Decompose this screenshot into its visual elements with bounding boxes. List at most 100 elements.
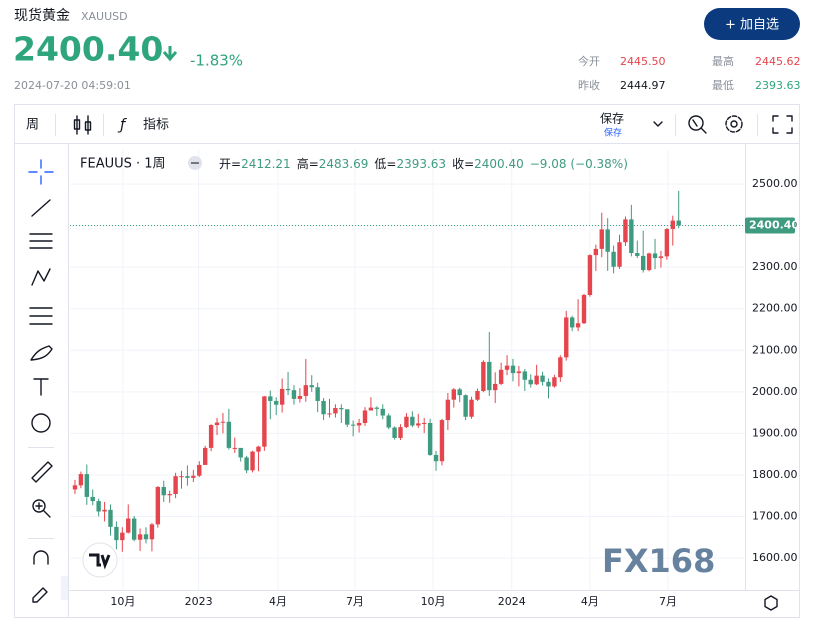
stat-label: 最低 xyxy=(712,79,734,92)
indicators[interactable]: 指标 xyxy=(143,118,169,133)
stat-value: 2445.62 xyxy=(755,55,801,68)
candle-body xyxy=(362,410,368,423)
fx-icon[interactable]: ƒ xyxy=(117,116,127,134)
candle-body xyxy=(676,220,681,226)
candle-body xyxy=(327,413,332,415)
tv-logo xyxy=(82,542,118,578)
candle-body xyxy=(173,476,178,495)
candle-body xyxy=(268,396,273,401)
title: 现货黄金 xyxy=(14,7,70,24)
candle-body xyxy=(439,420,445,462)
candle-body xyxy=(640,255,646,271)
axis-settings[interactable] xyxy=(764,595,778,611)
brush-tool[interactable] xyxy=(30,345,53,361)
candle-body xyxy=(504,365,510,370)
candle-body xyxy=(599,229,604,249)
candle-body xyxy=(646,253,652,271)
legend-title: FEAUUS · 1周 xyxy=(80,157,166,172)
candle-body xyxy=(315,387,320,401)
interval[interactable]: 周 xyxy=(26,118,39,133)
fullscreen-icon[interactable] xyxy=(772,115,793,134)
candle-body xyxy=(404,416,409,428)
candle-body xyxy=(398,427,403,438)
drawing-tools xyxy=(28,159,54,603)
candle-body xyxy=(232,447,237,449)
legend-value: 2393.63 xyxy=(396,157,446,171)
projection-tool[interactable] xyxy=(29,307,53,325)
candle-body xyxy=(345,409,350,425)
candle-body xyxy=(605,229,610,252)
candle-body xyxy=(197,464,202,476)
candle-body xyxy=(250,451,255,471)
candle-body xyxy=(510,365,516,374)
y-tick-label: 2200.00 xyxy=(752,302,798,315)
candle-body xyxy=(469,399,474,417)
candle-body xyxy=(392,427,397,438)
candle-body xyxy=(226,421,232,448)
y-tick-label: 1600.00 xyxy=(752,551,798,564)
candle-body xyxy=(617,242,622,267)
chevron[interactable] xyxy=(653,121,663,127)
candle-body xyxy=(635,253,640,256)
last-price-tag xyxy=(745,217,795,234)
stat-label: 昨收 xyxy=(578,78,600,92)
crosshair-tool[interactable] xyxy=(28,159,54,185)
candle-body xyxy=(78,474,84,486)
candle-body xyxy=(552,377,557,387)
emoji-tool[interactable] xyxy=(31,413,51,433)
stat-value: 2393.63 xyxy=(755,79,801,92)
add-button[interactable] xyxy=(704,8,800,40)
candle-body xyxy=(108,509,113,527)
fib-tool[interactable] xyxy=(29,233,53,249)
candle-body xyxy=(664,228,670,257)
legend-label: 低= xyxy=(374,157,396,171)
trend-tool[interactable] xyxy=(31,199,51,217)
candle-body xyxy=(244,457,249,471)
y-tick-label: 1900.00 xyxy=(752,426,798,439)
candle-body xyxy=(498,369,504,384)
zoom-tool-detail xyxy=(35,502,51,518)
add-button-label[interactable]: + 加自选 xyxy=(725,18,779,33)
candle-body xyxy=(274,400,279,405)
candle-body xyxy=(658,256,664,259)
stat-value: 2444.97 xyxy=(620,79,666,92)
candle-body xyxy=(185,476,190,478)
text-tool[interactable] xyxy=(33,378,49,396)
candle-body xyxy=(114,526,119,541)
save[interactable]: 保存 xyxy=(600,112,624,126)
candle-body xyxy=(84,474,90,497)
ruler-tool[interactable] xyxy=(31,461,53,483)
candle-body xyxy=(285,388,291,391)
candle-body xyxy=(528,379,533,385)
candle-body xyxy=(220,421,226,423)
candle-body xyxy=(487,361,492,391)
candle-body xyxy=(143,534,149,540)
settings-icon[interactable] xyxy=(725,115,743,133)
legend-value: 2412.21 xyxy=(241,157,291,171)
candle-body xyxy=(350,424,356,426)
candle-body xyxy=(445,399,451,421)
y-tick-label: 2300.00 xyxy=(752,260,798,273)
candle-body xyxy=(522,371,528,380)
candle-body xyxy=(475,390,480,400)
candle-body xyxy=(167,494,172,496)
candle-body xyxy=(427,422,433,455)
chart-type-icon[interactable] xyxy=(73,115,92,135)
candle-body xyxy=(155,486,161,525)
zoom-tool[interactable] xyxy=(32,499,46,513)
last-price-label: 2400.40 xyxy=(749,218,799,231)
candle-body xyxy=(256,446,261,452)
save-sub[interactable]: 保存 xyxy=(604,127,622,139)
lock-tool[interactable] xyxy=(32,587,48,603)
magnet-tool[interactable] xyxy=(33,550,49,565)
candle-body xyxy=(161,486,166,496)
x-tick-label: 10月 xyxy=(421,595,446,608)
plot xyxy=(70,150,745,590)
pattern-tool[interactable] xyxy=(31,268,51,286)
replay-icon[interactable] xyxy=(688,115,707,134)
candle-body xyxy=(126,518,131,533)
candle-body xyxy=(457,389,462,396)
side-handle[interactable] xyxy=(61,576,68,600)
candle-body xyxy=(137,534,143,540)
candle-body xyxy=(356,422,362,426)
